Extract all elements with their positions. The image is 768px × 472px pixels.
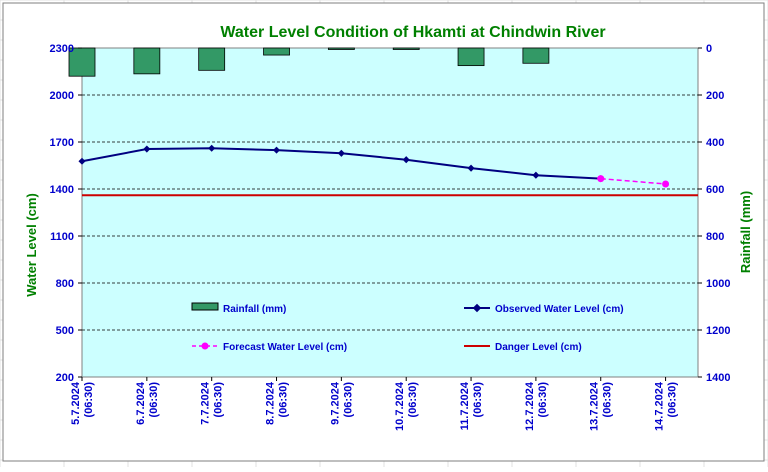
y2-axis-label: Rainfall (mm): [738, 191, 753, 273]
rainfall-bar: [68, 47, 96, 77]
forecast-point: [662, 180, 670, 188]
legend-forecast-marker: [201, 342, 209, 350]
x-tick-sublabel: (06:30): [407, 382, 419, 418]
observed-point: [78, 157, 86, 165]
observed-point: [532, 171, 540, 179]
legend-observed-marker: [472, 303, 482, 313]
x-tick-label: 5.7.2024: [70, 381, 82, 425]
rainfall-bar: [457, 47, 485, 67]
observed-point: [208, 144, 216, 152]
x-tick-label: 11.7.2024: [459, 381, 471, 430]
x-tick-sublabel: (06:30): [667, 382, 679, 418]
x-tick-sublabel: (06:30): [342, 382, 354, 418]
x-tick-label: 8.7.2024: [265, 381, 277, 425]
legend: Rainfall (mm) Observed Water Level (cm) …: [191, 302, 624, 353]
chart-title: Water Level Condition of Hkamti at Chind…: [220, 24, 605, 41]
legend-danger-label: Danger Level (cm): [495, 342, 582, 353]
gridlines: [82, 94, 698, 331]
rainfall-bar: [327, 47, 355, 50]
rainfall-bars: [68, 47, 550, 77]
y2-tick-label: 200: [706, 90, 724, 102]
y2-tick-label: 400: [706, 137, 724, 149]
plot-area: [81, 47, 699, 378]
legend-forecast-label: Forecast Water Level (cm): [223, 342, 347, 353]
rainfall-bar: [198, 47, 226, 71]
x-tick-sublabel: (06:30): [602, 382, 614, 418]
x-tick-sublabel: (06:30): [213, 382, 225, 418]
y-axis-label: Water Level (cm): [24, 193, 39, 297]
rainfall-bar: [263, 47, 290, 56]
x-tick-label: 10.7.2024: [394, 381, 406, 431]
forecast-point: [597, 175, 605, 183]
forecast-line: [600, 177, 666, 185]
x-tick-label: 9.7.2024: [329, 381, 341, 425]
observed-point: [272, 146, 281, 154]
observed-point: [402, 156, 410, 164]
x-tick-label: 14.7.2024: [654, 381, 666, 431]
x-tick-label: 12.7.2024: [524, 381, 536, 431]
x-tick-sublabel: (06:30): [472, 382, 484, 418]
y2-tick-label: 1400: [706, 372, 730, 384]
y2-tick-label: 600: [706, 184, 724, 196]
observed-point: [337, 149, 345, 157]
legend-observed-label: Observed Water Level (cm): [495, 304, 624, 315]
rainfall-bar: [392, 47, 420, 50]
y-tick-label: 1700: [50, 137, 74, 149]
rainfall-bar: [522, 47, 550, 64]
x-tick-label: 13.7.2024: [589, 381, 601, 431]
observed-point: [143, 145, 151, 153]
x-axis-labels: 5.7.2024 (06:30) 6.7.2024 (06:30) 7.7.2024 (0…: [70, 377, 679, 431]
y-tick-label: 1400: [50, 184, 74, 196]
x-tick-sublabel: (06:30): [537, 382, 549, 418]
y-tick-label: 1100: [50, 231, 74, 243]
right-axis-ticks: 0 200 400 600 800 1000 1200 1400: [698, 43, 730, 384]
y2-tick-label: 1000: [706, 278, 730, 290]
y2-tick-label: 800: [706, 231, 724, 243]
x-tick-sublabel: (06:30): [278, 382, 290, 418]
legend-rainfall-label: Rainfall (mm): [223, 304, 286, 315]
x-tick-label: 6.7.2024: [135, 381, 147, 425]
rainfall-bar: [133, 47, 161, 75]
observed-point: [467, 164, 475, 172]
x-tick-sublabel: (06:30): [83, 382, 95, 418]
forecast-water-level-series: [597, 175, 670, 188]
y-tick-label: 800: [56, 278, 74, 290]
y-tick-label: 2000: [50, 90, 74, 102]
legend-rainfall-swatch: [191, 302, 219, 311]
y2-tick-label: 0: [706, 43, 712, 55]
x-tick-label: 7.7.2024: [200, 381, 212, 425]
y-tick-label: 200: [56, 372, 74, 384]
y-tick-label: 2300: [50, 43, 74, 55]
y-tick-label: 500: [56, 325, 74, 337]
y2-tick-label: 1200: [706, 325, 730, 337]
left-axis-ticks: 2300 2000 1700 1400 1100 800 500 200: [50, 43, 82, 384]
x-tick-sublabel: (06:30): [148, 382, 160, 418]
